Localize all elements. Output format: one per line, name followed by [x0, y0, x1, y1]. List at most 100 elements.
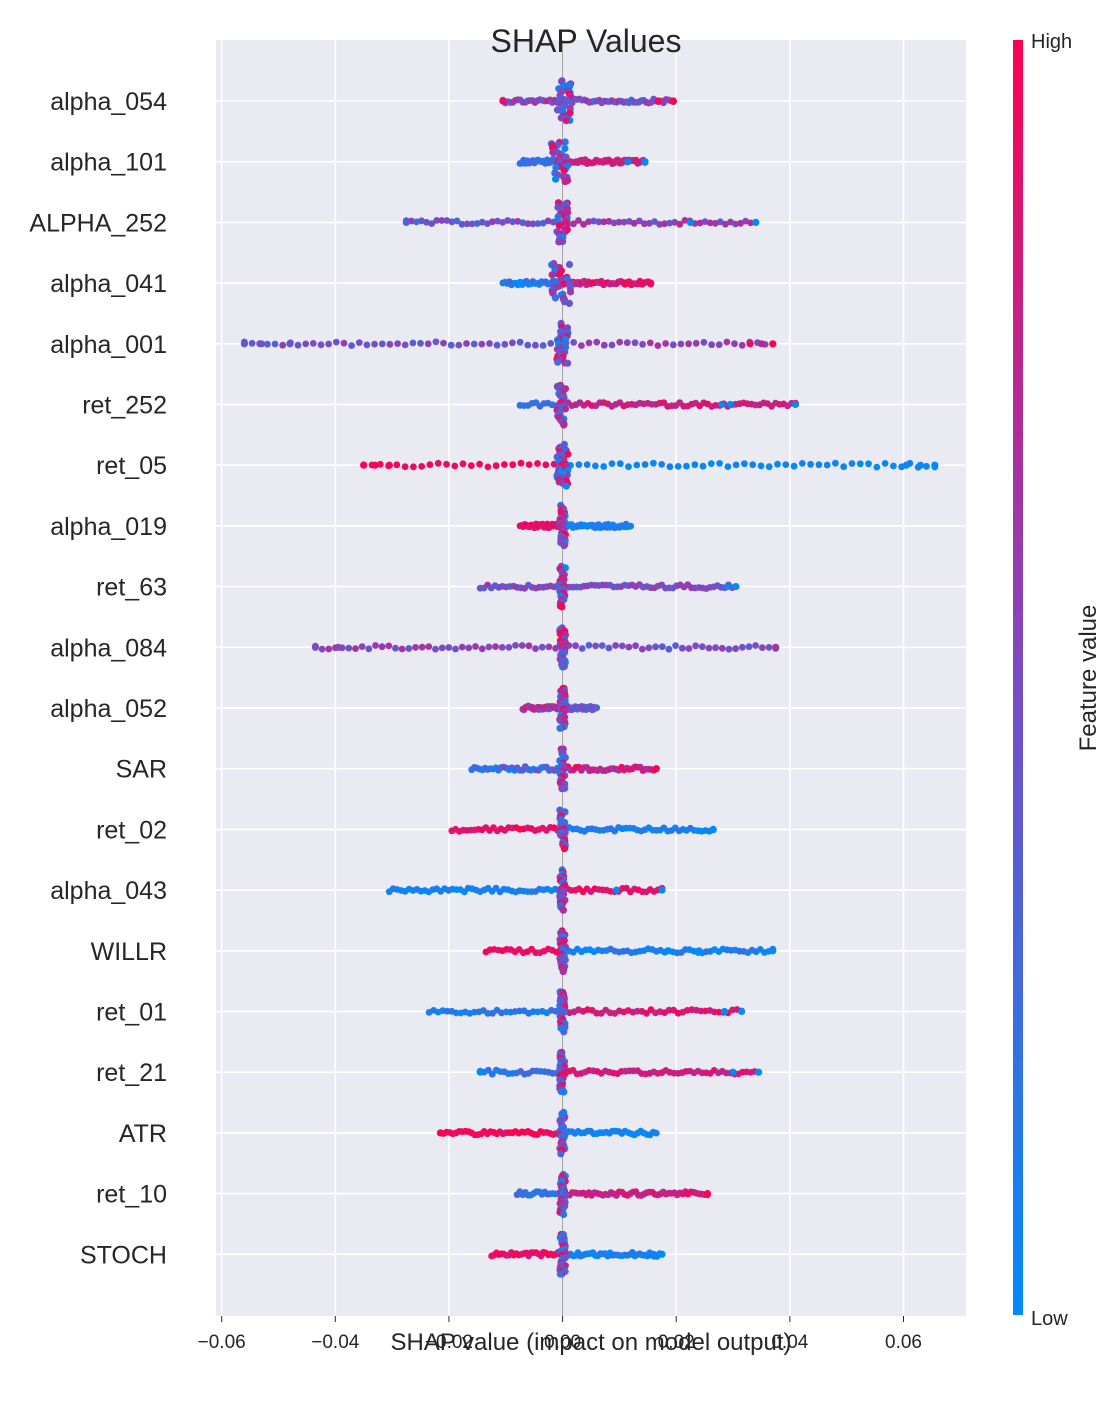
- shap-point: [432, 645, 439, 653]
- shap-point: [452, 645, 459, 653]
- shap-point: [769, 340, 777, 348]
- shap-point: [782, 461, 790, 468]
- shap-point: [738, 341, 746, 349]
- shap-point: [432, 338, 440, 346]
- shap-point: [378, 643, 386, 651]
- shap-point: [578, 645, 586, 652]
- shap-point: [741, 460, 748, 468]
- shap-point: [561, 178, 569, 186]
- shap-point: [632, 642, 639, 650]
- shap-point: [544, 217, 552, 225]
- shap-point: [555, 238, 563, 246]
- shap-point: [769, 947, 777, 955]
- shap-point: [649, 1250, 658, 1258]
- shap-point: [585, 641, 593, 649]
- shap-point: [560, 1028, 568, 1036]
- shap-point: [434, 459, 442, 467]
- shap-point: [554, 358, 562, 366]
- shap-point: [658, 1250, 666, 1258]
- shap-point: [476, 1068, 484, 1076]
- shap-point: [443, 460, 450, 468]
- shap-point: [558, 603, 566, 611]
- shap-point: [412, 644, 419, 651]
- shap-point: [701, 218, 709, 226]
- shap-point: [549, 148, 557, 156]
- shap-point: [478, 340, 486, 348]
- shap-point: [545, 643, 553, 651]
- shap-point: [478, 645, 486, 653]
- shap-point: [856, 460, 864, 468]
- shap-point: [671, 218, 679, 226]
- feature-points: [516, 501, 635, 550]
- shap-point: [467, 462, 475, 469]
- shap-point: [731, 340, 738, 348]
- feature-points: [482, 927, 777, 976]
- feature-points: [516, 138, 649, 186]
- shap-point: [463, 340, 470, 347]
- shap-point: [564, 450, 572, 458]
- shap-point: [647, 279, 655, 287]
- shap-point: [484, 463, 492, 471]
- x-axis-label: SHAP value (impact on model output): [390, 1329, 791, 1356]
- x-tick-label: −0.04: [311, 1332, 360, 1353]
- shap-point: [746, 340, 754, 348]
- shap-point: [698, 643, 706, 651]
- shap-point: [492, 643, 499, 650]
- shap-point: [646, 339, 654, 347]
- shap-point: [286, 340, 294, 348]
- shap-point: [551, 294, 560, 302]
- shap-point: [317, 341, 325, 349]
- shap-point: [916, 461, 925, 469]
- shap-point: [279, 341, 287, 349]
- shap-point: [718, 644, 726, 652]
- shap-point: [465, 644, 473, 652]
- shap-point: [674, 463, 682, 470]
- shap-point: [625, 463, 632, 471]
- feature-label: SAR: [116, 756, 167, 784]
- shap-point: [923, 462, 930, 470]
- shap-point: [662, 340, 669, 347]
- shap-point: [473, 220, 481, 227]
- shap-point: [709, 825, 717, 834]
- shap-point: [605, 644, 613, 652]
- shap-point: [562, 482, 570, 490]
- feature-label: alpha_001: [50, 331, 167, 359]
- shap-point: [669, 341, 677, 349]
- shap-point: [600, 463, 608, 470]
- shap-point: [881, 460, 889, 467]
- shap-point: [645, 644, 653, 652]
- feature-points: [468, 745, 660, 793]
- shap-point: [556, 724, 564, 732]
- shap-point: [558, 785, 566, 793]
- shap-point: [873, 463, 881, 471]
- shap-point: [732, 220, 739, 228]
- shap-point: [823, 461, 831, 469]
- colorbar-axis-label: Feature value: [1075, 605, 1102, 752]
- shap-point: [562, 117, 570, 125]
- shap-point: [633, 461, 641, 469]
- shap-point: [561, 138, 569, 146]
- shap-point: [685, 340, 692, 348]
- feature-points: [519, 684, 601, 732]
- shap-point: [672, 642, 679, 649]
- plot-area: [216, 40, 966, 1316]
- shap-point: [729, 1068, 737, 1076]
- shap-point: [732, 461, 740, 469]
- x-tick-label: −0.02: [425, 1332, 473, 1353]
- feature-label: ret_10: [96, 1181, 167, 1209]
- shap-point: [635, 217, 643, 225]
- shap-point: [516, 338, 524, 346]
- shap-point: [410, 463, 417, 471]
- shap-point: [240, 340, 248, 348]
- feature-label: ret_02: [96, 816, 167, 844]
- shap-point: [498, 644, 506, 651]
- shap-point: [517, 459, 525, 467]
- shap-point: [565, 260, 574, 269]
- feature-label: WILLR: [91, 938, 167, 966]
- feature-points: [311, 624, 780, 671]
- feature-points: [513, 1170, 712, 1219]
- shap-point: [650, 459, 657, 467]
- shap-point: [765, 644, 773, 651]
- shap-point: [590, 217, 598, 225]
- feature-points: [499, 260, 655, 307]
